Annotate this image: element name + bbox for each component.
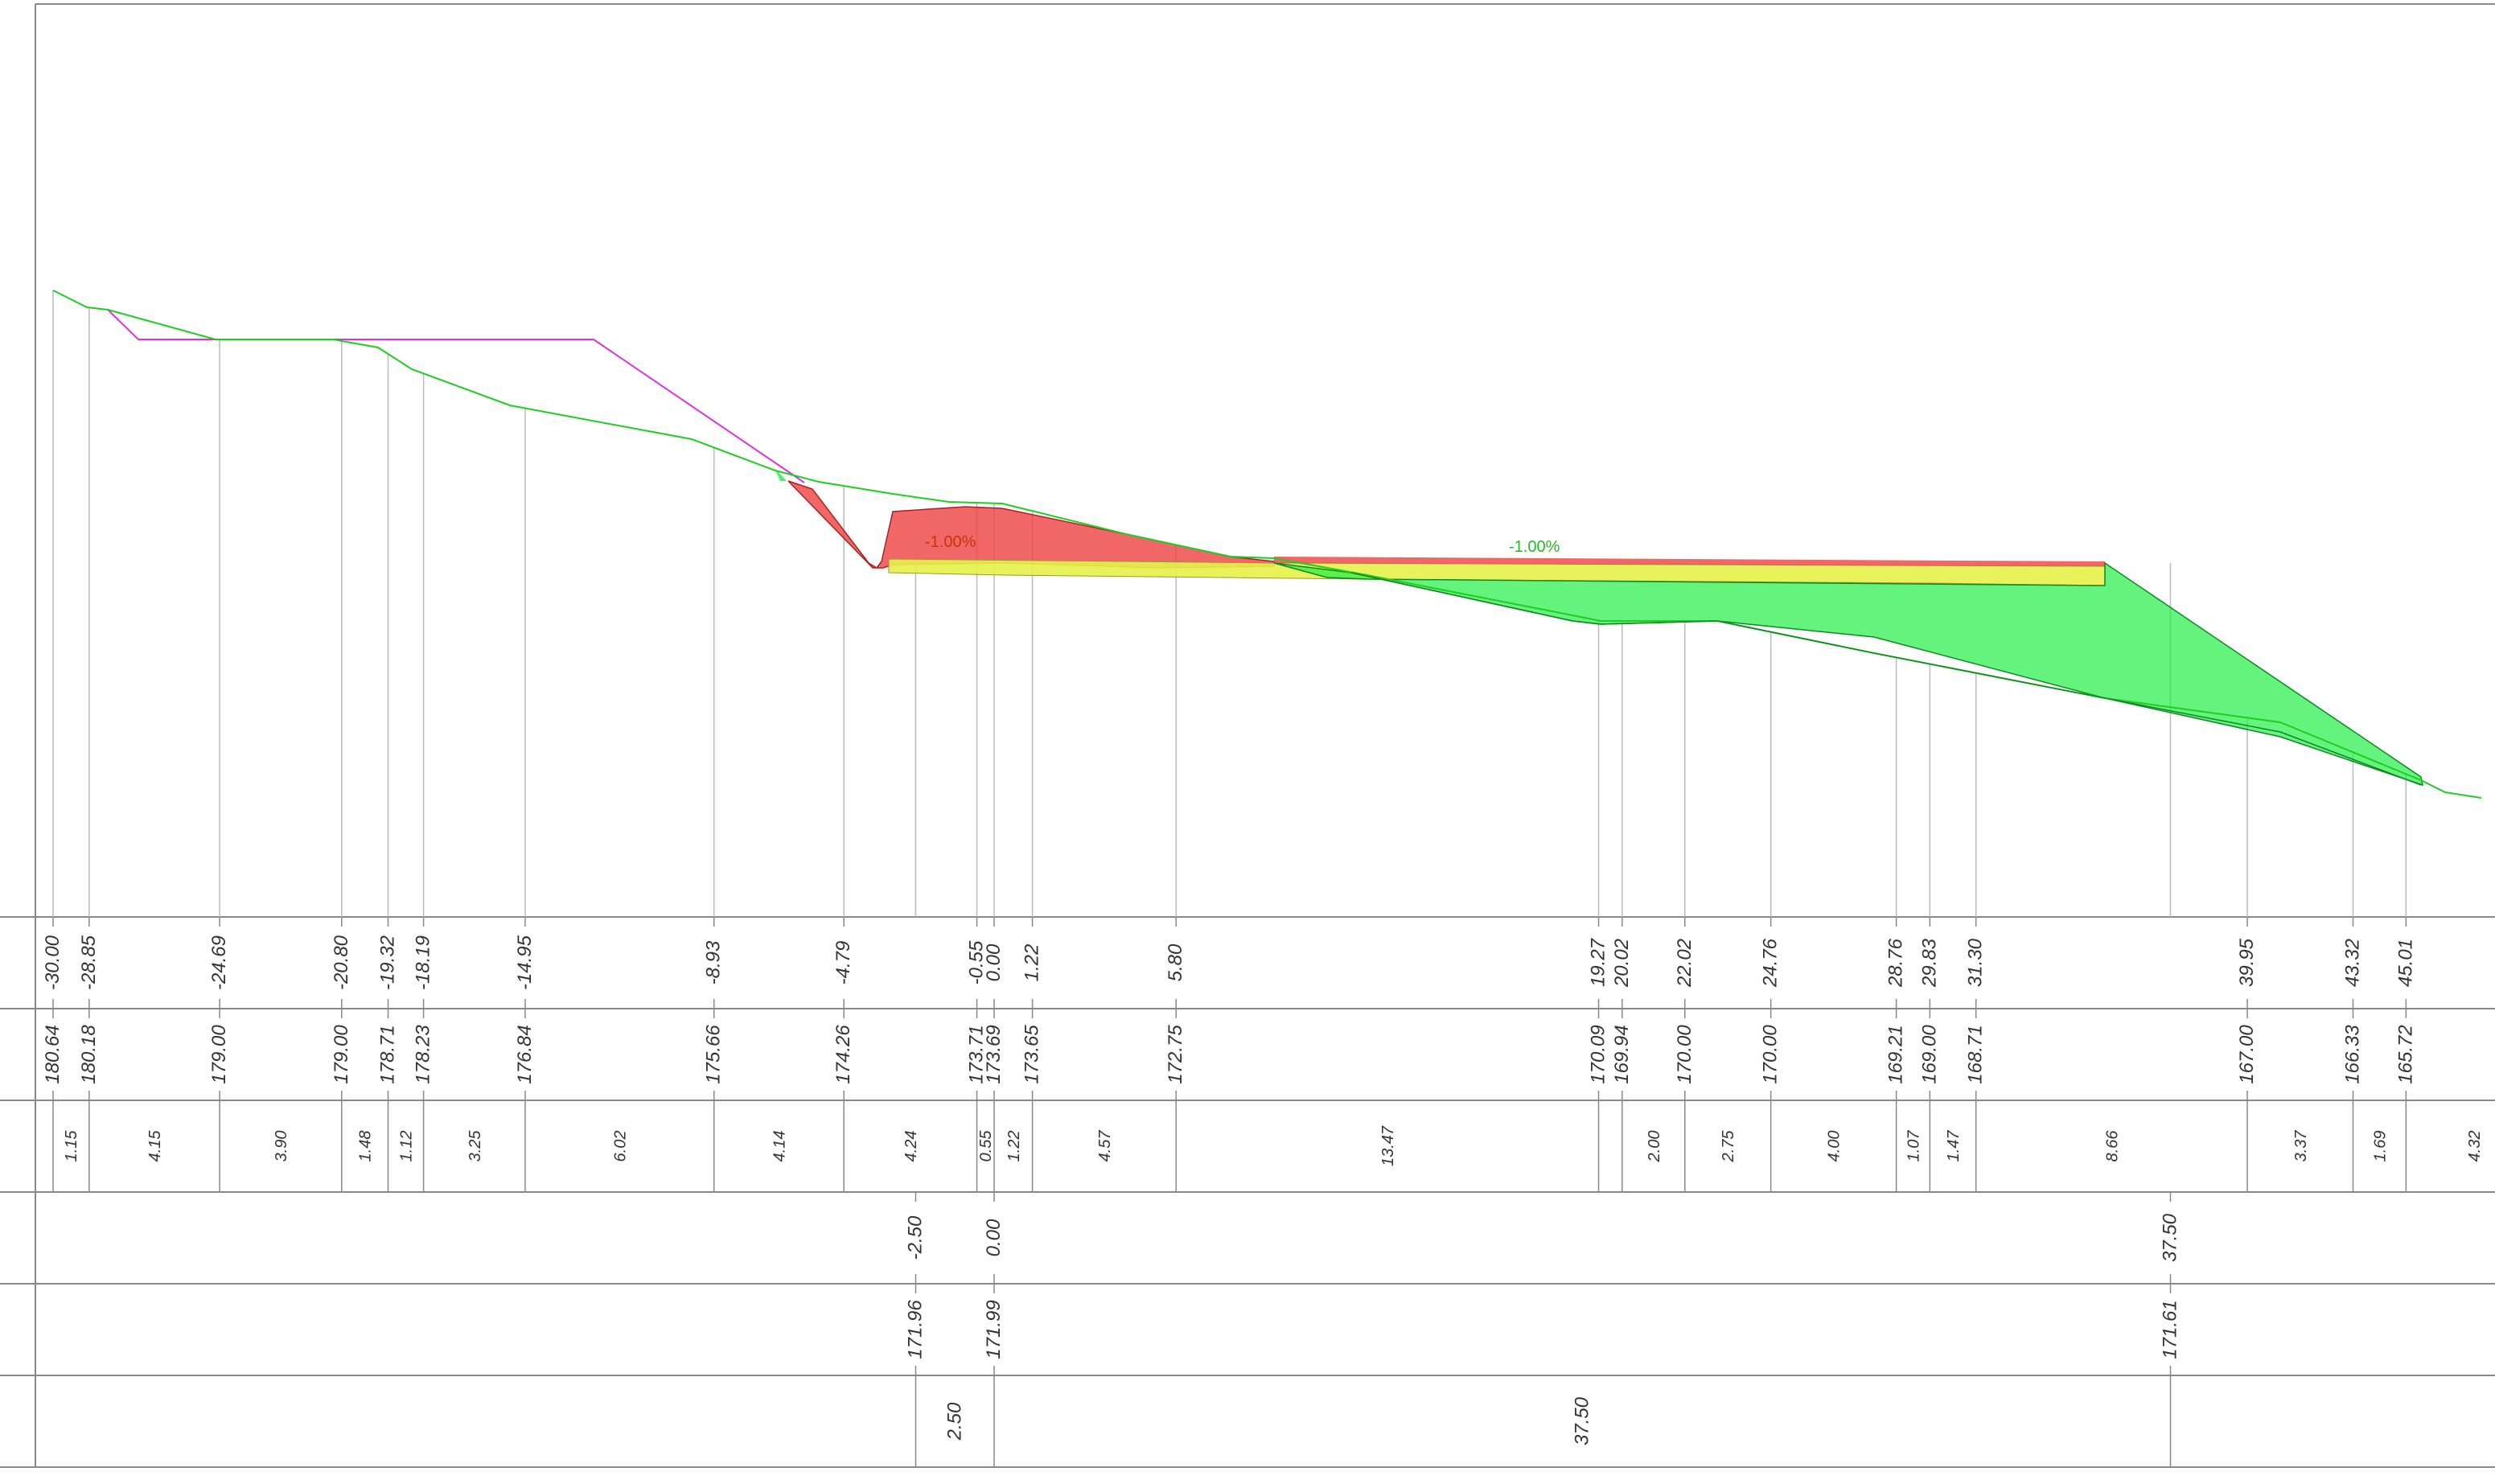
band-design-spacing: 2.50 37.50 [915, 1375, 2172, 1467]
offset-label: 29.83 [1918, 938, 1940, 988]
ground-elevation-label: 180.64 [42, 1025, 64, 1083]
ground-elevation-label: 169.94 [1611, 1025, 1633, 1083]
ground-elevation-label: 168.71 [1965, 1025, 1987, 1083]
ground-elevation-label: 180.18 [78, 1025, 100, 1084]
ground-spacing-label: 1.12 [397, 1131, 415, 1162]
offset-label: 20.02 [1611, 939, 1633, 988]
cut-area [787, 480, 1275, 569]
ground-spacing-label: 3.37 [2292, 1130, 2310, 1162]
offset-label: 19.27 [1588, 937, 1609, 987]
ground-elevation-label: 179.00 [208, 1025, 230, 1084]
design-elevation-label: 171.61 [2160, 1300, 2181, 1359]
ground-spacing-label: 6.02 [611, 1131, 629, 1162]
offset-label: 28.76 [1885, 938, 1907, 988]
ground-spacing-label: 1.69 [2372, 1131, 2390, 1162]
band-ground-spacing: 1.15 4.15 3.90 1.48 1.12 3.25 6.02 4.14 4.24 0.55… [52, 1100, 2484, 1192]
ground-spacing-label: 3.25 [467, 1130, 484, 1162]
offset-label: -28.85 [78, 935, 100, 990]
offset-label: 43.32 [2341, 939, 2363, 987]
offset-label: 5.80 [1165, 943, 1186, 981]
ground-spacing-label: 2.00 [1646, 1131, 1663, 1163]
ground-elevation-label: 172.75 [1165, 1025, 1186, 1084]
ground-spacing-label: 2.75 [1720, 1130, 1737, 1163]
ground-spacing-label: 3.90 [273, 1131, 290, 1162]
offset-label: -30.00 [42, 935, 64, 990]
ground-elevation-label: 170.09 [1588, 1025, 1609, 1083]
offset-label: 24.76 [1760, 938, 1782, 988]
ground-spacing-label: 4.24 [902, 1131, 920, 1162]
ground-spacing-label: 13.47 [1379, 1125, 1397, 1166]
design-spacing-label: 37.50 [1571, 1396, 1593, 1445]
existing-ground-line [52, 290, 2482, 799]
ground-elevation-label: 169.21 [1885, 1025, 1907, 1083]
design-spacing-label: 2.50 [943, 1402, 965, 1441]
offset-label: 1.22 [1021, 944, 1043, 982]
ground-spacing-label: 1.15 [63, 1130, 80, 1162]
ground-spacing-label: 4.00 [1826, 1131, 1844, 1162]
ground-elevation-label: 173.69 [983, 1025, 1005, 1083]
ground-spacing-label: 4.15 [146, 1130, 164, 1162]
design-elevation-label: 171.99 [983, 1300, 1005, 1359]
cut-sliver [1274, 557, 2105, 566]
offset-label: 22.02 [1674, 939, 1696, 988]
ground-elevation-label: 176.84 [514, 1025, 536, 1083]
ground-elevation-label: 173.65 [1021, 1025, 1043, 1084]
offset-label: 31.30 [1965, 938, 1987, 987]
design-line [107, 309, 805, 483]
ground-elevation-label: 166.33 [2341, 1025, 2363, 1084]
offset-label: 0.00 [983, 943, 1005, 981]
ground-elevation-label: 165.72 [2394, 1025, 2416, 1083]
offset-label: -8.93 [703, 940, 725, 985]
ground-spacing-label: 4.14 [771, 1131, 788, 1162]
offset-label: -24.69 [208, 935, 230, 990]
band-design-elevations: 171.96 171.99 171.61 [905, 1284, 2181, 1375]
ground-spacing-label: 1.47 [1945, 1130, 1963, 1162]
band-ground-offsets: -30.00 -28.85 -24.69 -20.80 -19.32 -18.19 -14.… [42, 917, 2416, 1009]
ground-spacing-label: 1.48 [357, 1131, 375, 1162]
design-elevation-label: 171.96 [905, 1300, 927, 1359]
ground-elevation-label: 170.00 [1674, 1025, 1696, 1084]
design-offset-label: -2.50 [905, 1215, 927, 1260]
slope-label-right: -1.00% [1509, 538, 1560, 556]
offset-label: -4.79 [832, 941, 854, 985]
offset-label: 39.95 [2236, 938, 2258, 987]
ground-elevation-label: 175.66 [703, 1025, 725, 1084]
ground-elevation-label: 173.71 [966, 1025, 988, 1083]
design-offset-label: 0.00 [983, 1219, 1005, 1256]
subgrade-line [1350, 572, 2422, 786]
offset-label: -20.80 [331, 935, 352, 990]
ground-spacing-label: 0.55 [977, 1130, 995, 1162]
drawing-frame [35, 3, 2495, 1467]
ground-elevation-label: 167.00 [2236, 1025, 2258, 1084]
band-ground-elevations: 180.64 180.18 179.00 179.00 178.71 178.23 176.… [42, 1009, 2416, 1100]
ground-elevation-label: 174.26 [832, 1025, 854, 1084]
ground-elevation-label: 178.71 [377, 1025, 399, 1083]
data-band-table [0, 916, 2495, 1468]
ground-elevation-label: 178.23 [413, 1025, 434, 1084]
offset-label: -18.19 [413, 935, 434, 990]
ground-spacing-label: 8.66 [2104, 1130, 2122, 1162]
band-design-offsets: -2.50 0.00 37.50 [905, 1192, 2181, 1284]
ground-spacing-label: 1.07 [1905, 1130, 1923, 1162]
ground-spacing-label: 4.57 [1096, 1130, 1114, 1162]
ground-elevation-label: 170.00 [1760, 1025, 1782, 1084]
offset-label: -0.55 [966, 940, 988, 985]
station-lines [52, 290, 2407, 917]
fill-area [1273, 561, 2423, 787]
offset-label: 45.01 [2394, 939, 2416, 987]
ground-elevation-label: 179.00 [331, 1025, 352, 1084]
slope-label-left: -1.00% [925, 533, 976, 551]
ground-spacing-label: 1.22 [1005, 1131, 1023, 1162]
offset-label: -19.32 [377, 935, 399, 990]
ground-elevation-label: 169.00 [1918, 1025, 1940, 1084]
ground-spacing-label: 4.32 [2466, 1131, 2484, 1162]
offset-label: -14.95 [514, 935, 536, 990]
design-offset-label: 37.50 [2160, 1213, 2181, 1262]
